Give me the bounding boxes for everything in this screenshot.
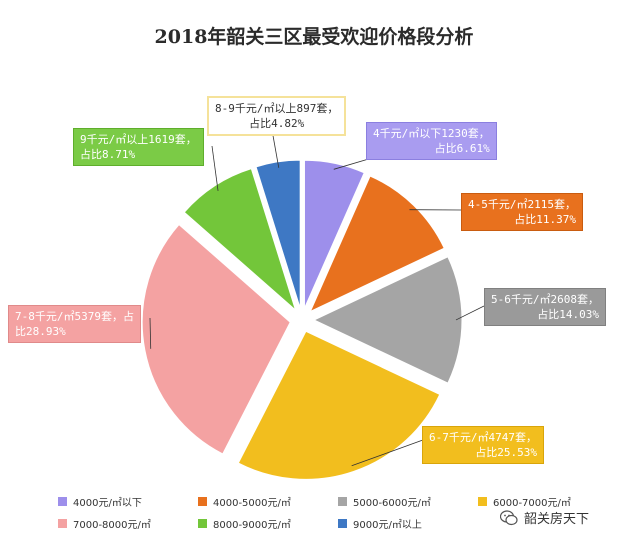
legend-item: 7000-8000元/㎡ (58, 516, 198, 531)
leader-line (271, 129, 280, 168)
legend-label: 5000-6000元/㎡ (353, 497, 431, 509)
legend-label: 6000-7000元/㎡ (493, 497, 571, 509)
legend-label: 9000元/㎡以上 (353, 519, 422, 531)
callout-5000-6000: 5-6千元/㎡2608套， 占比14.03% (484, 288, 606, 326)
callout-6000-7000: 6-7千元/㎡4747套， 占比25.53% (422, 426, 544, 464)
brand-text: 韶关房天下 (524, 512, 590, 527)
legend-label: 8000-9000元/㎡ (213, 519, 291, 531)
leader-line (149, 317, 152, 349)
legend-swatch (338, 496, 347, 506)
legend-swatch (478, 496, 487, 506)
legend-label: 4000元/㎡以下 (73, 497, 142, 509)
legend-item: 4000-5000元/㎡ (198, 494, 338, 509)
leader-line (455, 305, 485, 321)
legend-row-1: 4000元/㎡以下 4000-5000元/㎡ 5000-6000元/㎡ 6000… (58, 490, 618, 512)
leader-line (211, 145, 219, 191)
chart-title: 2018年韶关三区最受欢迎价格段分析 (154, 26, 474, 48)
legend: 4000元/㎡以下 4000-5000元/㎡ 5000-6000元/㎡ 6000… (58, 490, 618, 534)
legend-label: 4000-5000元/㎡ (213, 497, 291, 509)
legend-label: 7000-8000元/㎡ (73, 519, 151, 531)
legend-item: 4000元/㎡以下 (58, 494, 198, 509)
legend-item: 5000-6000元/㎡ (338, 494, 478, 509)
wechat-icon (499, 509, 518, 526)
legend-item: 8000-9000元/㎡ (198, 516, 338, 531)
pie-slice (303, 159, 365, 309)
leader-line (333, 157, 373, 170)
pie-slice (237, 330, 441, 480)
pie-slice (183, 168, 297, 312)
pie-slice (141, 223, 291, 455)
legend-swatch (198, 518, 207, 528)
callout-8000-9000: 8-9千元/㎡以上897套， 占比4.82% (207, 96, 347, 136)
callout-4000-5000: 4-5千元/㎡2115套， 占比11.37% (461, 193, 583, 231)
legend-swatch (198, 496, 207, 506)
legend-swatch (58, 496, 67, 506)
legend-item: 6000-7000元/㎡ (478, 494, 618, 509)
legend-swatch (338, 518, 347, 528)
legend-row-2: 7000-8000元/㎡ 8000-9000元/㎡ 9000元/㎡以上 (58, 512, 618, 534)
callout-9000-above: 9千元/㎡以上1619套， 占比8.71% (73, 128, 204, 166)
callout-4000-below: 4千元/㎡以下1230套， 占比6.61% (366, 122, 497, 160)
legend-item: 9000元/㎡以上 (338, 516, 478, 531)
brand-watermark: 韶关房天下 (499, 508, 590, 527)
legend-swatch (58, 518, 67, 528)
callout-7000-8000: 7-8千元/㎡5379套，占 比28.93% (8, 305, 141, 343)
pie-slice (312, 256, 463, 384)
